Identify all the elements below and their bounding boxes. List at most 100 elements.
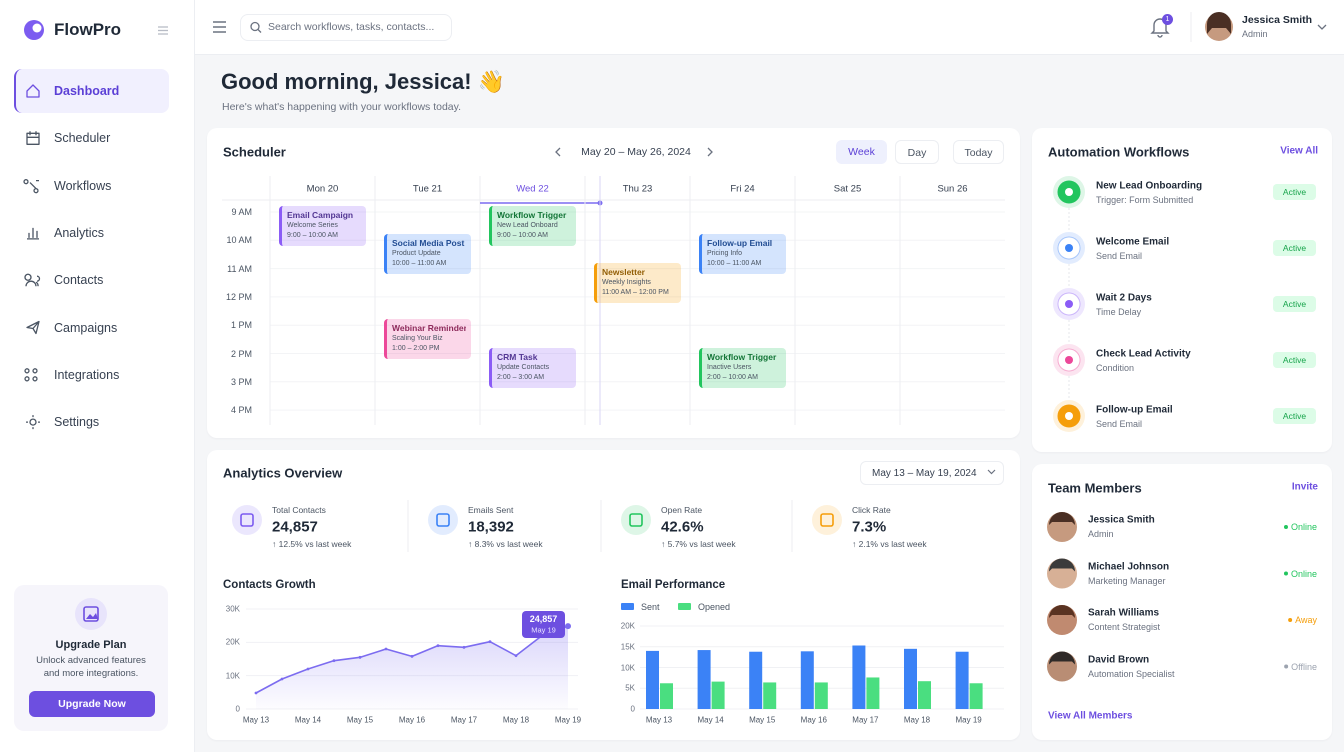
workflow-icon-glyph bbox=[1065, 188, 1073, 196]
member-role: Content Strategist bbox=[1088, 622, 1161, 632]
kpi-icon bbox=[436, 513, 450, 527]
kpi-change: ↑ 12.5% vs last week bbox=[272, 539, 352, 549]
x-tick-label: May 17 bbox=[450, 715, 478, 725]
point bbox=[306, 667, 310, 671]
event-title: Newsletter bbox=[602, 266, 645, 277]
event-time: 9:00 – 10:00 AM bbox=[497, 232, 548, 239]
kpi-label: Open Rate bbox=[661, 505, 703, 515]
workflow-name: Check Lead Activity bbox=[1096, 348, 1191, 360]
bar bbox=[918, 681, 931, 709]
x-tick-label: May 13 bbox=[645, 715, 673, 725]
view-toggle[interactable]: Day bbox=[895, 140, 939, 164]
legend-label: Sent bbox=[641, 602, 660, 612]
upgrade-button[interactable]: Upgrade Now bbox=[29, 691, 155, 717]
event[interactable]: CRM Task Update Contacts 2:00 – 3:00 AM bbox=[489, 347, 576, 388]
member-avatar-hair bbox=[1049, 651, 1075, 665]
workflow-icon-glyph bbox=[1065, 356, 1073, 364]
event-subtitle: Weekly Insights bbox=[602, 278, 651, 286]
hour-label: 12 PM bbox=[225, 291, 252, 302]
x-tick-label: May 13 bbox=[242, 715, 270, 725]
member-name: David Brown bbox=[1088, 654, 1150, 665]
kpi-icon-bg bbox=[812, 505, 842, 535]
member-avatar-hair bbox=[1049, 558, 1075, 572]
upgrade-text: Unlock advanced features and more integr… bbox=[36, 655, 146, 679]
nav-item[interactable]: Integrations bbox=[54, 367, 120, 382]
nav-item[interactable]: Workflows bbox=[54, 178, 112, 193]
view-toggle[interactable]: Week bbox=[836, 140, 887, 164]
card-title: Automation Workflows bbox=[1048, 144, 1190, 160]
event[interactable]: Workflow Trigger New Lead Onboard 9:00 – 1… bbox=[489, 206, 576, 246]
next-week[interactable] bbox=[707, 147, 713, 157]
collapse-icon[interactable] bbox=[158, 26, 168, 35]
event-time: 11:00 AM – 12:00 PM bbox=[602, 288, 669, 296]
prev-week[interactable] bbox=[555, 147, 561, 157]
event-title: Workflow Trigger bbox=[707, 351, 777, 362]
search-placeholder: Search workflows, tasks, contacts... bbox=[268, 21, 435, 33]
event-subtitle: Inactive Users bbox=[707, 363, 752, 371]
event[interactable]: Follow-up Email Pricing Info 10:00 – 11:00… bbox=[699, 234, 786, 275]
kpi-icon-bg bbox=[621, 505, 651, 535]
kpi-value: 7.3% bbox=[852, 518, 887, 536]
nav-item[interactable]: Analytics bbox=[54, 225, 105, 240]
event[interactable]: Social Media Post Product Update 10:00 – 1… bbox=[384, 234, 471, 275]
kpi-icon-bg bbox=[428, 505, 458, 535]
workflow-subtitle: Send Email bbox=[1096, 251, 1143, 261]
date-range-select[interactable]: May 13 – May 19, 2024 bbox=[860, 461, 1004, 485]
point bbox=[514, 654, 518, 658]
member-role: Marketing Manager bbox=[1088, 575, 1166, 586]
day-label: Sun 26 bbox=[937, 183, 968, 195]
workflow-name: Welcome Email bbox=[1096, 236, 1170, 248]
menu-icon[interactable] bbox=[213, 21, 226, 33]
x-tick-label: May 18 bbox=[502, 715, 530, 725]
point bbox=[410, 654, 414, 658]
nav-item[interactable]: Campaigns bbox=[54, 320, 118, 335]
area bbox=[256, 626, 568, 709]
tooltip-value: 24,857 bbox=[529, 614, 558, 625]
event-subtitle: Scaling Your Biz bbox=[392, 335, 443, 343]
kpi-icon bbox=[240, 513, 254, 527]
invite-link[interactable]: Invite bbox=[1291, 481, 1318, 493]
hour-label: 2 PM bbox=[230, 348, 252, 359]
workflow-name: New Lead Onboarding bbox=[1096, 180, 1203, 192]
nav-icon bbox=[26, 415, 40, 430]
point bbox=[358, 655, 362, 659]
kpi-label: Emails Sent bbox=[468, 505, 514, 515]
scheduler-card bbox=[207, 128, 1020, 438]
workflow-subtitle: Condition bbox=[1096, 363, 1135, 373]
view-toggle[interactable]: Today bbox=[953, 140, 1004, 164]
event[interactable]: Workflow Trigger Inactive Users 2:00 – 10:… bbox=[699, 347, 786, 388]
nav-item[interactable]: Settings bbox=[54, 415, 100, 430]
kpi-value: 18,392 bbox=[468, 518, 514, 536]
user-menu-chevron[interactable] bbox=[1317, 24, 1327, 30]
workflow-subtitle: Trigger: Form Submitted bbox=[1096, 195, 1194, 205]
event-subtitle: Update Contacts bbox=[497, 363, 550, 371]
card-title: Team Members bbox=[1048, 480, 1142, 496]
range-chevron[interactable] bbox=[987, 469, 996, 475]
x-tick-label: May 15 bbox=[346, 715, 374, 725]
view-all-link[interactable]: View All bbox=[1280, 145, 1318, 157]
search-box[interactable] bbox=[240, 14, 452, 41]
event[interactable]: Webinar Reminder Scaling Your Biz 1:00 – 2… bbox=[384, 319, 471, 360]
y-tick-label: 10K bbox=[225, 671, 240, 681]
hour-label: 11 AM bbox=[227, 263, 252, 274]
nav-item[interactable]: Contacts bbox=[54, 273, 104, 288]
event[interactable]: Email Campaign Welcome Series 9:00 – 10:00… bbox=[279, 206, 366, 246]
hour-label: 9 AM bbox=[231, 207, 252, 217]
x-tick-label: May 16 bbox=[800, 715, 827, 725]
hour-label: 3 PM bbox=[230, 376, 252, 387]
status-dot bbox=[1284, 664, 1289, 669]
upgrade-icon bbox=[83, 606, 99, 622]
event[interactable]: Newsletter Weekly Insights 11:00 AM – 12:0… bbox=[594, 262, 681, 303]
workflow-name: Wait 2 Days bbox=[1096, 292, 1152, 304]
bar bbox=[711, 681, 725, 709]
kpi-icon-bg bbox=[232, 505, 262, 535]
event-time: 1:00 – 2:00 PM bbox=[392, 345, 440, 353]
bar bbox=[646, 650, 659, 709]
nav-item[interactable]: Scheduler bbox=[54, 131, 111, 146]
legend-label: Opened bbox=[698, 602, 731, 612]
nav-item[interactable]: Dashboard bbox=[54, 84, 120, 98]
bar bbox=[697, 650, 711, 709]
view-all-members[interactable]: View All Members bbox=[1048, 710, 1133, 722]
upgrade-title: Upgrade Plan bbox=[55, 639, 127, 651]
kpi-value: 42.6% bbox=[661, 518, 704, 536]
